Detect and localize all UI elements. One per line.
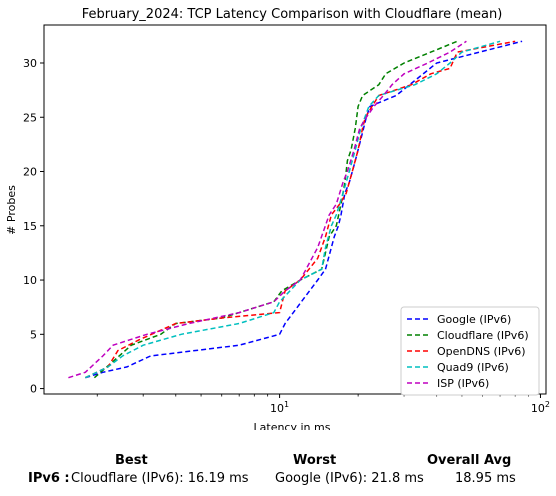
legend-label-4: ISP (IPv6) xyxy=(437,377,489,390)
x-tick-label: 102 xyxy=(531,400,550,415)
x-axis-label: Latency in ms xyxy=(254,421,331,430)
y-tick-label: 30 xyxy=(23,57,37,70)
legend: Google (IPv6) Cloudflare (IPv6) OpenDNS (I… xyxy=(400,306,540,396)
x-tick-label: 101 xyxy=(270,400,289,415)
y-tick-label: 10 xyxy=(23,274,37,287)
chart-title: February_2024: TCP Latency Comparison wi… xyxy=(82,7,503,22)
legend-box xyxy=(400,306,540,396)
y-tick-label: 20 xyxy=(23,166,37,179)
summary-best-value: Cloudflare (IPv6): 16.19 ms xyxy=(71,471,249,486)
axis-layer: 0 5 10 15 20 25 30 101 102 xyxy=(23,57,550,415)
legend-label-1: Cloudflare (IPv6) xyxy=(437,329,529,342)
legend-label-0: Google (IPv6) xyxy=(437,313,511,326)
y-tick-label: 25 xyxy=(23,111,37,124)
latency-chart: February_2024: TCP Latency Comparison wi… xyxy=(5,7,550,430)
series-line-0 xyxy=(85,40,523,379)
summary-header-avg: Overall Avg xyxy=(427,453,512,468)
y-tick-label: 0 xyxy=(30,383,37,396)
legend-label-3: Quad9 (IPv6) xyxy=(437,361,509,374)
legend-label-2: OpenDNS (IPv6) xyxy=(437,345,526,358)
series-line-1 xyxy=(93,40,458,379)
y-axis-label: # Probes xyxy=(5,185,18,235)
y-tick-label: 5 xyxy=(30,328,37,341)
summary-row-label: IPv6 : xyxy=(28,471,70,486)
y-tick-label: 15 xyxy=(23,220,37,233)
summary-header-best: Best xyxy=(115,453,148,468)
series-line-4 xyxy=(68,40,467,379)
series-line-3 xyxy=(84,40,501,379)
summary-avg-value: 18.95 ms xyxy=(455,471,516,486)
summary-header-worst: Worst xyxy=(293,453,337,468)
series-layer xyxy=(68,40,523,379)
series-line-2 xyxy=(84,40,516,379)
summary-worst-value: Google (IPv6): 21.8 ms xyxy=(275,471,424,486)
